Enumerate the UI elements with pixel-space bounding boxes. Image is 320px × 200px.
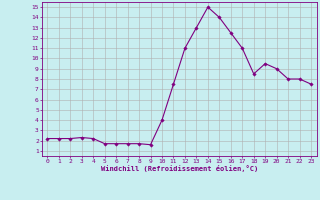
X-axis label: Windchill (Refroidissement éolien,°C): Windchill (Refroidissement éolien,°C): [100, 165, 258, 172]
